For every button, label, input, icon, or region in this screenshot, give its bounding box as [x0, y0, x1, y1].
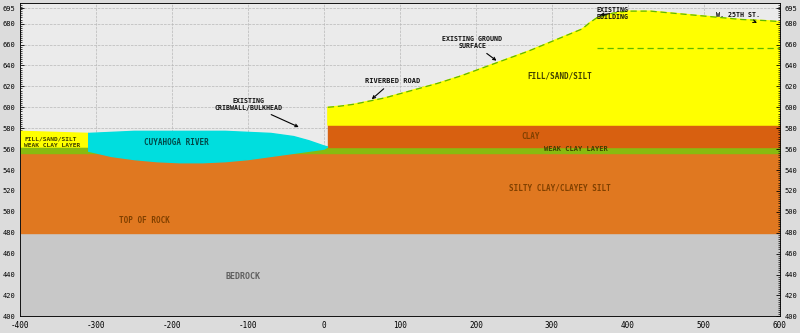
Polygon shape: [328, 11, 780, 125]
Text: BEDROCK: BEDROCK: [226, 272, 260, 281]
Text: SILTY CLAY/CLAYEY SILT: SILTY CLAY/CLAYEY SILT: [509, 183, 610, 192]
Text: FILL/SAND/SILT: FILL/SAND/SILT: [527, 72, 592, 81]
Text: CLAY: CLAY: [522, 132, 540, 141]
Text: CUYAHOGA RIVER: CUYAHOGA RIVER: [144, 138, 209, 147]
Text: FILL/SAND/SILT: FILL/SAND/SILT: [24, 136, 77, 141]
Polygon shape: [20, 131, 89, 147]
Text: EXISTING GROUND
SURFACE: EXISTING GROUND SURFACE: [442, 36, 502, 60]
Text: RIVERBED ROAD: RIVERBED ROAD: [365, 78, 420, 98]
Text: EXISTING
BUILDING: EXISTING BUILDING: [597, 7, 629, 20]
Text: WEAK CLAY LAYER: WEAK CLAY LAYER: [544, 146, 608, 152]
Text: W. 25TH ST.: W. 25TH ST.: [716, 12, 760, 22]
Text: EXISTING
CRIBWALL/BULKHEAD: EXISTING CRIBWALL/BULKHEAD: [214, 98, 298, 127]
Polygon shape: [89, 131, 328, 163]
Text: WEAK CLAY LAYER: WEAK CLAY LAYER: [24, 144, 81, 149]
Text: TOP OF ROCK: TOP OF ROCK: [119, 216, 170, 225]
